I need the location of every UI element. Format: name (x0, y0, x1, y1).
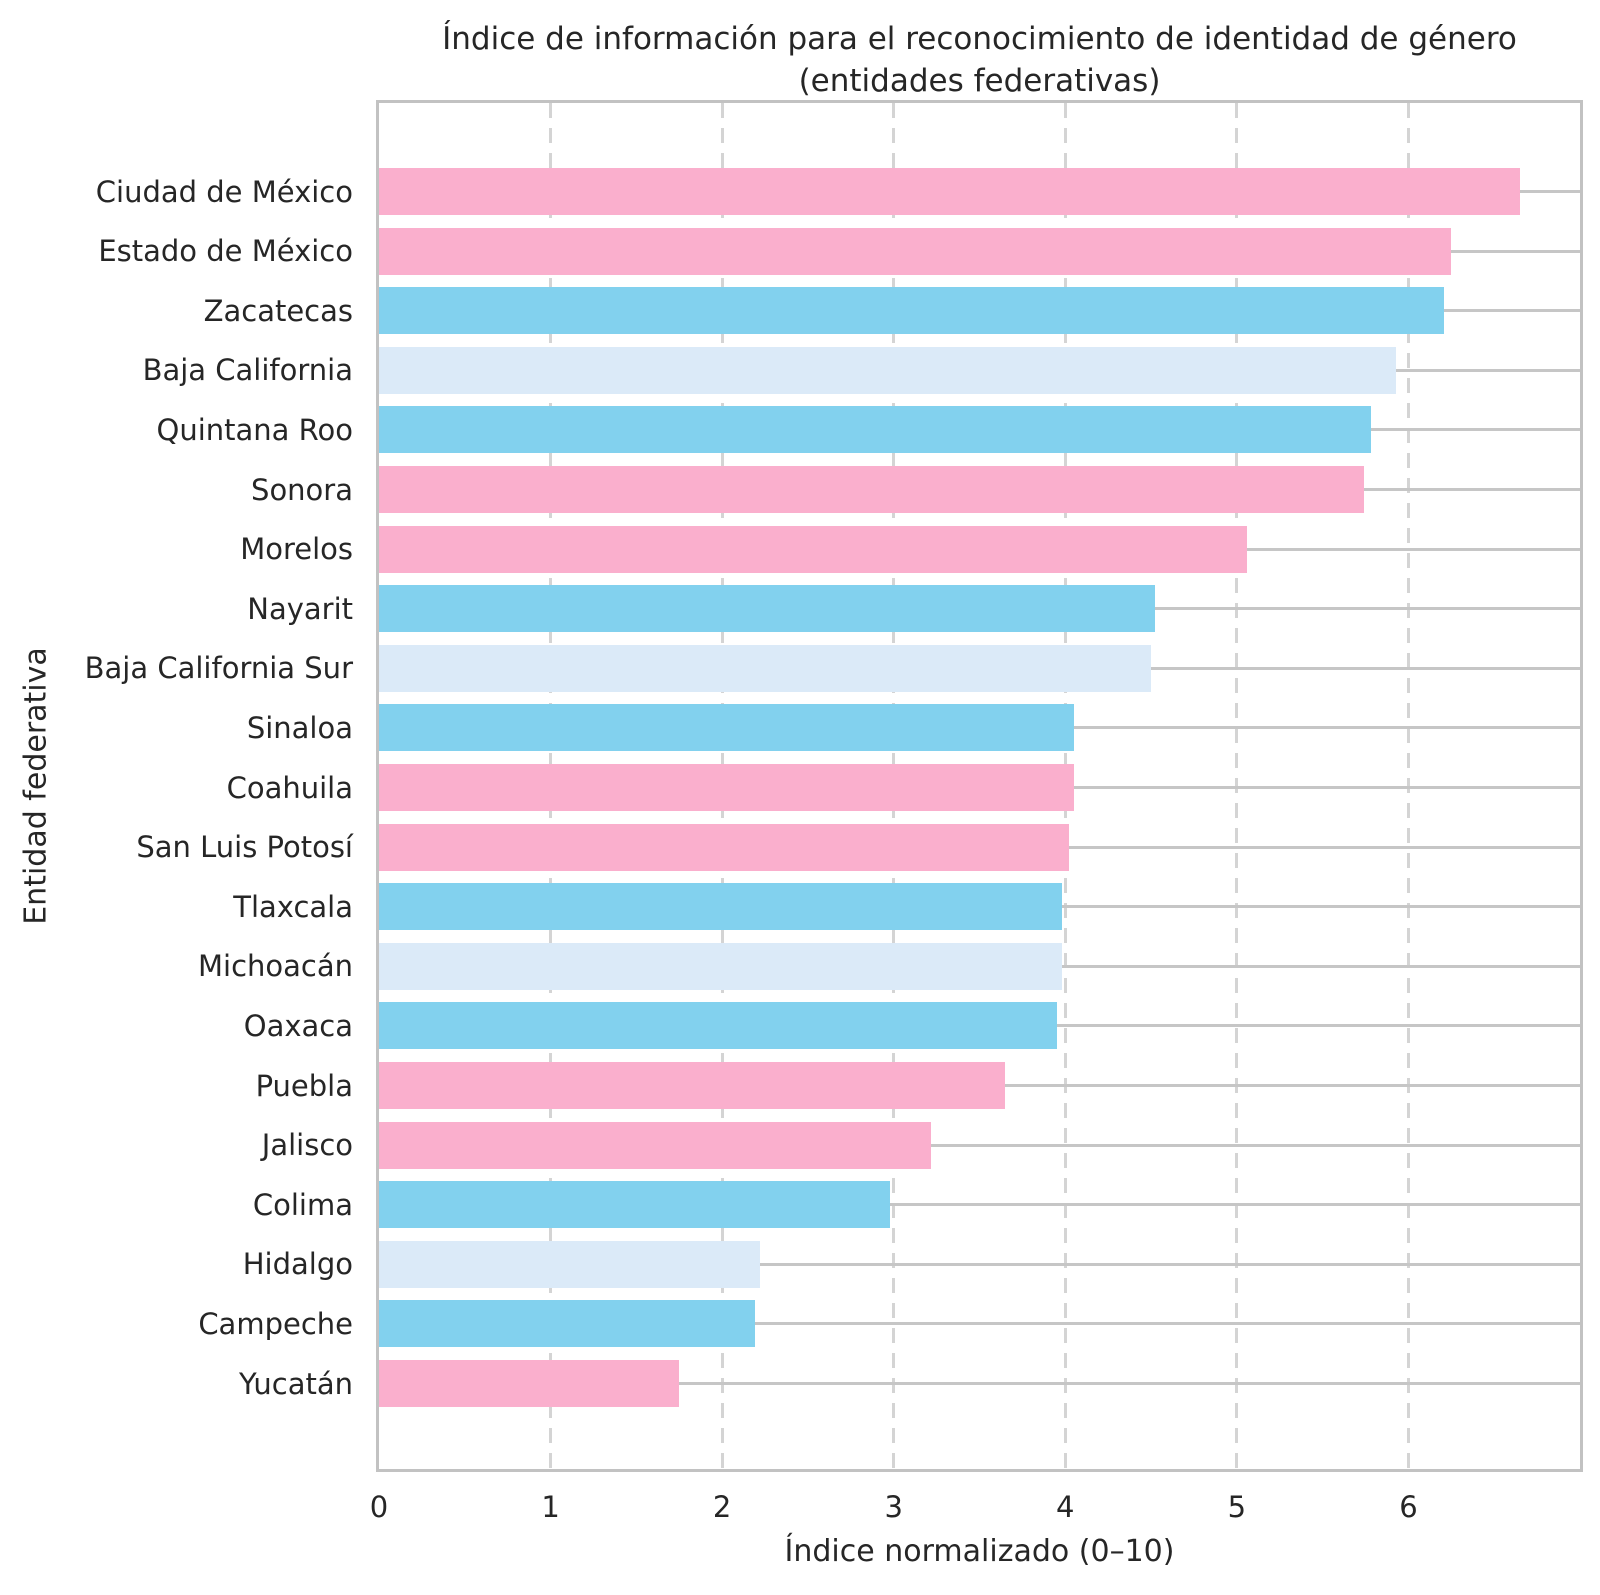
bar-michoacan (379, 942, 1062, 990)
y-tick-label-baja-california-sur: Baja California Sur (84, 651, 353, 686)
bar-oaxaca (379, 1002, 1057, 1050)
gridline-horizontal-campeche (379, 1322, 1580, 1326)
bar-coahuila (379, 764, 1074, 811)
chart-title: Índice de información para el reconocimi… (379, 18, 1580, 102)
y-tick-label-sonora: Sonora (251, 472, 353, 507)
y-tick-label-puebla: Puebla (255, 1068, 353, 1103)
y-tick-label-hidalgo: Hidalgo (242, 1247, 353, 1282)
y-tick-label-campeche: Campeche (198, 1306, 353, 1341)
x-axis-label: Índice normalizado (0–10) (784, 1534, 1175, 1569)
y-tick-label-michoacan: Michoacán (197, 949, 353, 984)
y-tick-label-baja-california: Baja California (142, 353, 353, 388)
plot-area (376, 100, 1583, 1472)
bar-baja-california (379, 346, 1397, 394)
x-tick-label-4: 4 (1056, 1490, 1075, 1524)
bar-campeche (379, 1300, 755, 1348)
y-tick-label-quintana-roo: Quintana Roo (156, 412, 354, 447)
y-tick-label-estado-de-mexico: Estado de México (98, 234, 353, 269)
bar-ciudad-de-mexico (379, 168, 1520, 215)
bar-quintana-roo (379, 406, 1371, 454)
y-tick-label-ciudad-de-mexico: Ciudad de México (95, 174, 353, 209)
x-tick-label-6: 6 (1399, 1490, 1418, 1524)
y-tick-label-oaxaca: Oaxaca (243, 1008, 353, 1043)
bar-tlaxcala (379, 883, 1062, 931)
chart-title-line1: Índice de información para el reconocimi… (442, 21, 1517, 57)
y-tick-label-jalisco: Jalisco (261, 1128, 353, 1163)
x-tick-label-3: 3 (884, 1490, 903, 1524)
y-tick-label-tlaxcala: Tlaxcala (233, 889, 353, 924)
bar-sonora (379, 466, 1364, 513)
y-tick-label-zacatecas: Zacatecas (203, 293, 353, 328)
bar-sinaloa (379, 704, 1074, 752)
gridline-horizontal-jalisco (379, 1143, 1580, 1147)
y-tick-label-yucatan: Yucatán (238, 1366, 353, 1401)
y-tick-label-morelos: Morelos (240, 532, 353, 567)
bar-hidalgo (379, 1240, 760, 1288)
y-tick-label-san-luis-potosi: San Luis Potosí (136, 830, 353, 865)
bar-yucatan (379, 1360, 680, 1407)
bar-colima (379, 1181, 891, 1229)
gridline-horizontal-yucatan (379, 1382, 1580, 1385)
bar-baja-california-sur (379, 644, 1152, 692)
bar-nayarit (379, 585, 1155, 633)
y-tick-label-colima: Colima (252, 1187, 353, 1222)
gridline-horizontal-colima (379, 1203, 1580, 1207)
gridline-horizontal-hidalgo (379, 1262, 1580, 1266)
bar-zacatecas (379, 287, 1445, 335)
x-tick-label-2: 2 (712, 1490, 732, 1524)
x-tick-label-0: 0 (369, 1490, 389, 1524)
y-tick-label-sinaloa: Sinaloa (246, 710, 353, 745)
x-tick-label-5: 5 (1227, 1490, 1247, 1524)
y-tick-label-nayarit: Nayarit (247, 591, 353, 626)
bar-morelos (379, 525, 1248, 573)
chart-title-line2: (entidades federativas) (798, 63, 1161, 99)
x-tick-label-1: 1 (541, 1490, 560, 1524)
bar-estado-de-mexico (379, 227, 1452, 275)
bar-san-luis-potosi (379, 823, 1069, 871)
y-tick-label-coahuila: Coahuila (226, 770, 353, 805)
bar-jalisco (379, 1121, 932, 1169)
bar-puebla (379, 1062, 1006, 1109)
